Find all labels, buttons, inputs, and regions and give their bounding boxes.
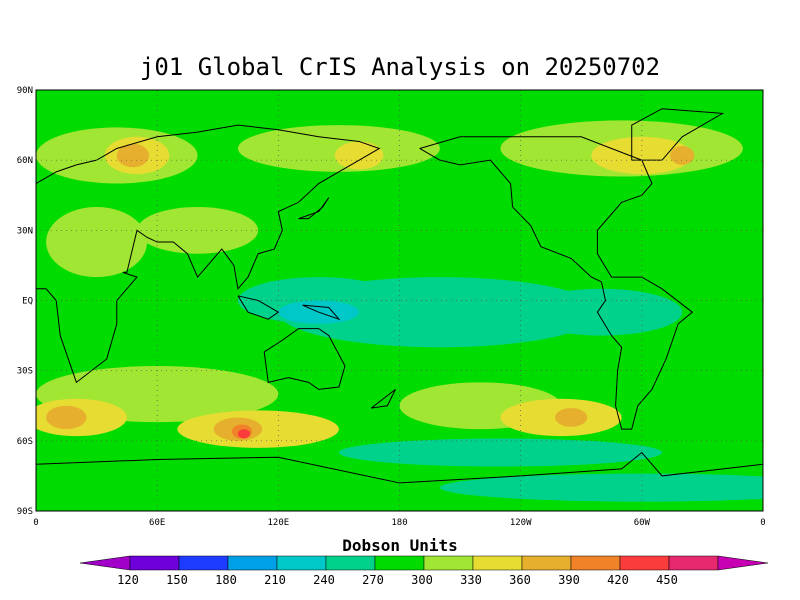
ozone-field-18: [237, 429, 251, 439]
colorbar-box: [178, 555, 229, 571]
lon-label: 120W: [510, 518, 532, 528]
lat-label: 60N: [17, 156, 33, 166]
lon-label: 0: [760, 518, 765, 528]
colorbar-label: 270: [362, 573, 384, 587]
lat-label: 60S: [17, 437, 33, 447]
coastline-0: [36, 124, 381, 384]
colorbar-box: [668, 555, 719, 571]
lon-label: 0: [33, 518, 38, 528]
lat-label: EQ: [22, 297, 33, 307]
colorbar-label: 360: [509, 573, 531, 587]
lon-label: 60W: [634, 518, 651, 528]
lat-label: 30S: [17, 367, 33, 377]
ozone-field-24: [338, 438, 663, 467]
colorbar-right-arrow: [717, 555, 769, 571]
coastline-1: [263, 328, 346, 390]
colorbar-label: 420: [607, 573, 629, 587]
lat-label: 90N: [17, 86, 33, 96]
colorbar-label: 300: [411, 573, 433, 587]
colorbar-label: 240: [313, 573, 335, 587]
colorbar-box: [619, 555, 670, 571]
colorbar-left-arrow: [79, 555, 131, 571]
colorbar-label: 120: [117, 573, 139, 587]
longitude-labels: 0 60E 120E 180 120W 60W 0: [33, 518, 765, 528]
coastline-7: [237, 295, 280, 320]
coastline-6: [298, 197, 330, 220]
colorbar-box: [325, 555, 376, 571]
colorbar-box: [472, 555, 523, 571]
lon-label: 120E: [267, 518, 289, 528]
ozone-field-23: [554, 408, 588, 427]
lat-label: 30N: [17, 226, 33, 236]
lon-label: 180: [391, 518, 407, 528]
gridlines: [36, 90, 763, 511]
colorbar-label: 150: [166, 573, 188, 587]
colorbar-box: [423, 555, 474, 571]
lat-label: 90S: [17, 507, 33, 517]
colorbar-label: 180: [215, 573, 237, 587]
colorbar-box: [129, 555, 180, 571]
coastline-3: [631, 108, 725, 161]
coastline-5: [370, 388, 396, 409]
colorbar-title: Dobson Units: [342, 536, 458, 555]
colorbar-box: [521, 555, 572, 571]
colorbar-label: 450: [656, 573, 678, 587]
colorbar-box: [374, 555, 425, 571]
ozone-field-2: [116, 143, 150, 168]
ozone-field-4: [334, 141, 384, 170]
lon-label: 60E: [149, 518, 165, 528]
colorbar-label: 330: [460, 573, 482, 587]
ozone-field-layer: [36, 120, 763, 502]
colorbar-box: [227, 555, 278, 571]
coastline-8: [302, 304, 341, 321]
colorbar-label: 390: [558, 573, 580, 587]
ozone-field-20: [46, 405, 87, 430]
map-frame: [35, 89, 764, 512]
map-title: j01 Global CrIS Analysis on 20250702: [139, 53, 661, 81]
ozone-field-9: [46, 206, 148, 278]
colorbar-box: [276, 555, 327, 571]
coastline-2: [419, 136, 694, 430]
colorbar-box: [570, 555, 621, 571]
latitude-labels: 90N 60N 30N EQ 30S 60S 90S: [17, 86, 33, 517]
colorbar-label: 210: [264, 573, 286, 587]
